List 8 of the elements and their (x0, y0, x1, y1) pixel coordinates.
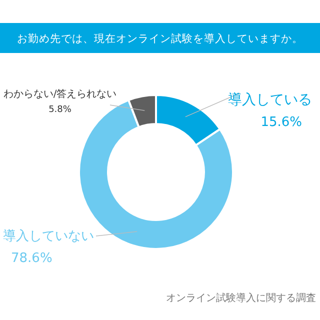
slice-label: 導入している (228, 92, 312, 108)
data-label: 78.6% (11, 251, 52, 266)
data-label: 15.6% (260, 115, 302, 130)
slice-label: 導入していない (3, 229, 94, 244)
chart-title: お勤め先では、現在オンライン試験を導入していますか。 (17, 32, 303, 45)
data-label: 5.8% (48, 105, 72, 115)
slice-label: わからない/答えられない (3, 88, 117, 100)
text: オンライン試験導入に関する調査 (166, 292, 316, 304)
